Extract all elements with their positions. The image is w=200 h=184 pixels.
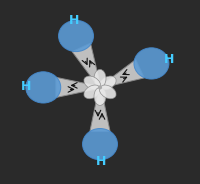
- Text: H: H: [21, 80, 31, 93]
- Polygon shape: [56, 77, 100, 98]
- Circle shape: [99, 86, 101, 89]
- Polygon shape: [100, 60, 144, 88]
- Ellipse shape: [83, 128, 117, 160]
- Text: H: H: [69, 14, 79, 27]
- Ellipse shape: [84, 76, 101, 90]
- Ellipse shape: [99, 76, 116, 90]
- Polygon shape: [72, 43, 101, 88]
- Polygon shape: [90, 87, 110, 132]
- Ellipse shape: [94, 87, 106, 105]
- Ellipse shape: [134, 48, 169, 79]
- Ellipse shape: [84, 85, 101, 99]
- Text: H: H: [164, 53, 174, 66]
- Ellipse shape: [26, 72, 61, 103]
- Ellipse shape: [94, 69, 106, 87]
- Ellipse shape: [59, 20, 93, 52]
- Text: H: H: [96, 155, 106, 168]
- Ellipse shape: [99, 85, 116, 99]
